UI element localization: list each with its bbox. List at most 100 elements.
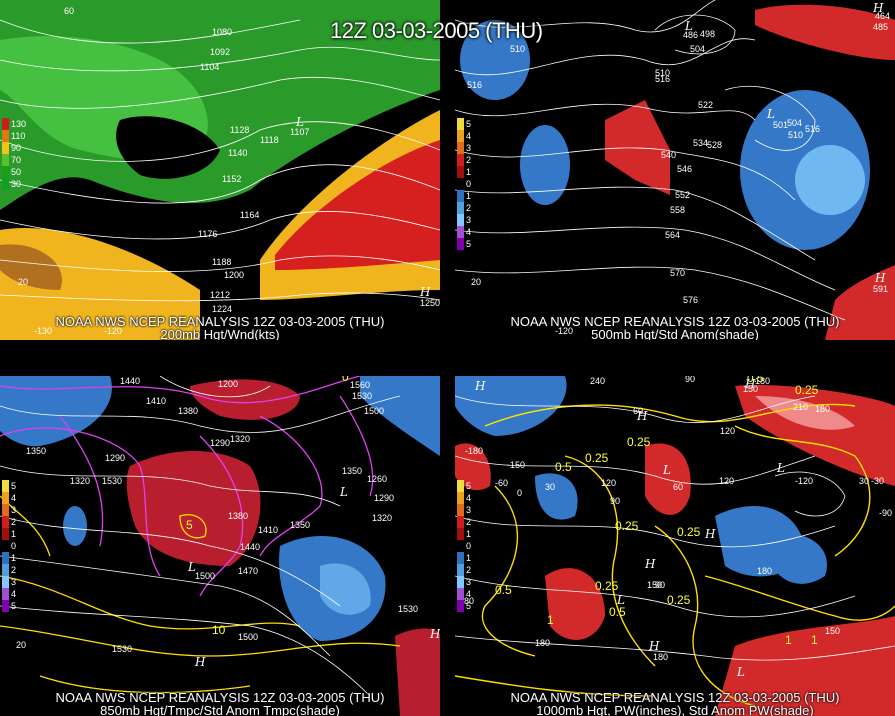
map-1000mb: 90 150 180 240 210 180 120 60 30 0 -30 -…	[455, 376, 895, 716]
contour-label: 1560	[350, 380, 370, 390]
colorbar-label: 2	[466, 155, 472, 165]
contour-label: 180	[815, 404, 830, 414]
contour-label: 1212	[210, 290, 230, 300]
colorbar-label: 5	[466, 239, 472, 249]
panel-500mb: 510 516 486 498 504 510 516 522 528 534 …	[455, 0, 895, 340]
anom-red	[126, 451, 261, 566]
low-marker: L	[339, 485, 348, 499]
colorbar-label: 30	[11, 179, 22, 189]
anom-light-blue	[795, 145, 865, 215]
high-marker: H	[872, 1, 884, 15]
map-200mb: 1092 1104 1128 1118 1140 1152 1164 1176 …	[0, 0, 440, 340]
anom-blue	[455, 376, 567, 436]
anomaly-colorbar: 5 4 3 2 1 0 1 2 3 4 5	[457, 118, 481, 250]
temp-label: 10	[212, 623, 226, 637]
colorbar-label: 4	[466, 131, 472, 141]
colorbar-label: 0	[466, 179, 472, 189]
high-marker: H	[704, 527, 716, 541]
pw-label: 1	[811, 633, 818, 647]
pw-label: 0.25	[677, 525, 701, 539]
contour-label: 1500	[364, 406, 384, 416]
contour-label: 180	[755, 376, 770, 386]
contour-label: -90	[879, 508, 892, 518]
contour-label: 150	[743, 384, 758, 394]
contour-label: 1290	[105, 453, 125, 463]
contour-label: 1380	[178, 406, 198, 416]
anom-blue	[63, 506, 87, 546]
contour-label: -30	[871, 476, 884, 486]
anom-red	[645, 443, 691, 515]
high-marker: H	[429, 627, 440, 641]
high-marker: H	[194, 655, 206, 669]
colorbar-label: 1	[11, 529, 17, 539]
colorbar-label: 110	[11, 131, 26, 141]
colorbar-label: 4	[11, 493, 17, 503]
panel-caption-field: 1000mb Hgt, PW(inches), Std Anom PW(shad…	[536, 703, 814, 716]
contour-label: 1320	[372, 513, 392, 523]
contour-label: 522	[698, 100, 713, 110]
colorbar-label: 2	[466, 517, 472, 527]
contour-label: 576	[683, 295, 698, 305]
longitude-label: -120	[555, 326, 573, 336]
colorbar-label: 70	[11, 155, 22, 165]
contour-label: 498	[700, 29, 715, 39]
contour-label: 150	[647, 580, 662, 590]
contour-label: 1290	[374, 493, 394, 503]
contour-label: 180	[653, 652, 668, 662]
contour-label: 90	[610, 496, 620, 506]
colorbar-label: 5	[466, 119, 472, 129]
colorbar-label: 3	[11, 505, 17, 515]
anom-blue	[765, 533, 827, 584]
colorbar-label: 3	[466, 215, 472, 225]
contour-label: 60	[633, 406, 643, 416]
contour-label: -180	[465, 446, 483, 456]
wind-colorbar: 130 110 90 70 50 30	[2, 118, 26, 190]
contour-label: 1530	[352, 391, 372, 401]
contour-label: 552	[675, 190, 690, 200]
contour-label: 1350	[342, 466, 362, 476]
panel-caption-field: 200mb Hgt/Wnd(kts)	[160, 327, 280, 340]
contour-label: 90	[685, 376, 695, 384]
colorbar-label: 50	[11, 167, 22, 177]
contour-label: 1350	[26, 446, 46, 456]
contour-label: 504	[690, 44, 705, 54]
low-marker: L	[736, 665, 745, 679]
contour-label: 558	[670, 205, 685, 215]
colorbar-label: 1	[466, 167, 472, 177]
contour-label: 528	[707, 140, 722, 150]
pw-label: 0.25	[627, 435, 651, 449]
contour-label: 1260	[367, 474, 387, 484]
colorbar-label: 4	[466, 227, 472, 237]
contour-label: 516	[655, 74, 670, 84]
colorbar-label: 4	[466, 589, 472, 599]
height-contours	[455, 395, 895, 661]
temp-label: 5	[186, 518, 193, 532]
temperature-contours	[0, 376, 374, 597]
contour-label: 1410	[258, 525, 278, 535]
contour-label: 1530	[398, 604, 418, 614]
contour-label: 120	[601, 478, 616, 488]
contour-label: 120	[720, 426, 735, 436]
high-marker: H	[648, 639, 660, 653]
contour-label: 1080	[212, 27, 232, 37]
contour-label: 510	[655, 68, 670, 78]
height-contours	[0, 376, 401, 697]
contour-label: 501	[773, 120, 788, 130]
anom-red	[395, 628, 440, 716]
anom-light-blue	[320, 563, 371, 615]
panel-caption-source: NOAA NWS NCEP REANALYSIS 12Z 03-03-2005 …	[55, 314, 385, 329]
contour-label: 1152	[222, 174, 241, 184]
contour-label: 510	[510, 44, 525, 54]
contour-label: 60	[673, 482, 683, 492]
contour-label: 1128	[230, 125, 249, 135]
contour-label: 1164	[240, 210, 259, 220]
anom-red	[190, 379, 300, 420]
contour-label: 516	[467, 80, 482, 90]
contour-label: 486	[683, 30, 698, 40]
anomaly-colorbar: 5 4 3 2 1 0 1 2 3 4 5	[457, 480, 481, 612]
colorbar-label: 1	[466, 529, 472, 539]
high-marker: H	[744, 377, 756, 391]
pw-label: 0.5	[555, 460, 572, 474]
contour-label: -150	[507, 460, 525, 470]
contour-label: 1500	[195, 571, 215, 581]
